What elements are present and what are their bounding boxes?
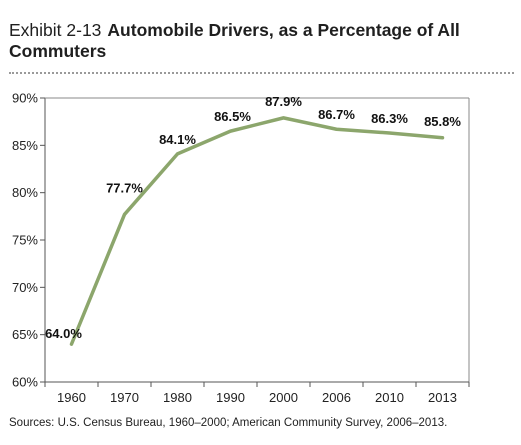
data-point	[176, 152, 179, 156]
exhibit-number: Exhibit 2-13	[9, 20, 102, 40]
data-label: 77.7%	[106, 180, 143, 195]
x-tick-label: 1960	[57, 390, 86, 405]
x-tick-label: 1980	[163, 390, 192, 405]
data-labels: 64.0% 77.7% 84.1% 86.5% 87.9% 86.7% 86.3% 85.8%	[45, 94, 461, 341]
data-point	[335, 127, 338, 131]
y-tick-label: 70%	[12, 280, 38, 295]
chart-title: Exhibit 2-13 Automobile Drivers, as a Per…	[9, 20, 514, 62]
y-tick-label: 90%	[12, 91, 38, 106]
data-label: 86.5%	[214, 109, 251, 124]
y-tick-label: 75%	[12, 233, 38, 248]
data-point	[441, 136, 444, 140]
x-tick-label: 1970	[110, 390, 139, 405]
x-axis: 1960 1970 1980 1990 2000 2006 2010 2013	[44, 381, 470, 405]
y-tick-label: 65%	[12, 327, 38, 342]
x-tick-label: 2006	[322, 390, 351, 405]
data-label: 86.3%	[371, 111, 408, 126]
data-point	[229, 129, 232, 133]
data-point	[388, 131, 391, 135]
data-point	[123, 212, 126, 216]
data-label: 87.9%	[265, 94, 302, 109]
title-divider	[9, 72, 514, 74]
data-point	[282, 116, 285, 120]
y-axis: 60% 65% 70% 75% 80% 85% 90%	[12, 91, 470, 390]
x-tick-label: 2000	[269, 390, 298, 405]
data-label: 84.1%	[159, 132, 196, 147]
series	[69, 116, 445, 346]
source-note: Sources: U.S. Census Bureau, 1960–2000; …	[9, 417, 448, 429]
data-label: 85.8%	[424, 114, 461, 129]
x-tick-label: 2010	[375, 390, 404, 405]
y-tick-label: 85%	[12, 138, 38, 153]
exhibit-title: Automobile Drivers, as a Percentage of A…	[9, 20, 460, 61]
series-line	[69, 116, 445, 346]
x-tick-label: 1990	[216, 390, 245, 405]
y-tick-label: 60%	[12, 375, 38, 390]
y-tick-label: 80%	[12, 185, 38, 200]
x-tick-label: 2013	[428, 390, 457, 405]
data-label: 86.7%	[318, 107, 355, 122]
data-label: 64.0%	[45, 326, 82, 341]
data-point	[70, 342, 73, 346]
